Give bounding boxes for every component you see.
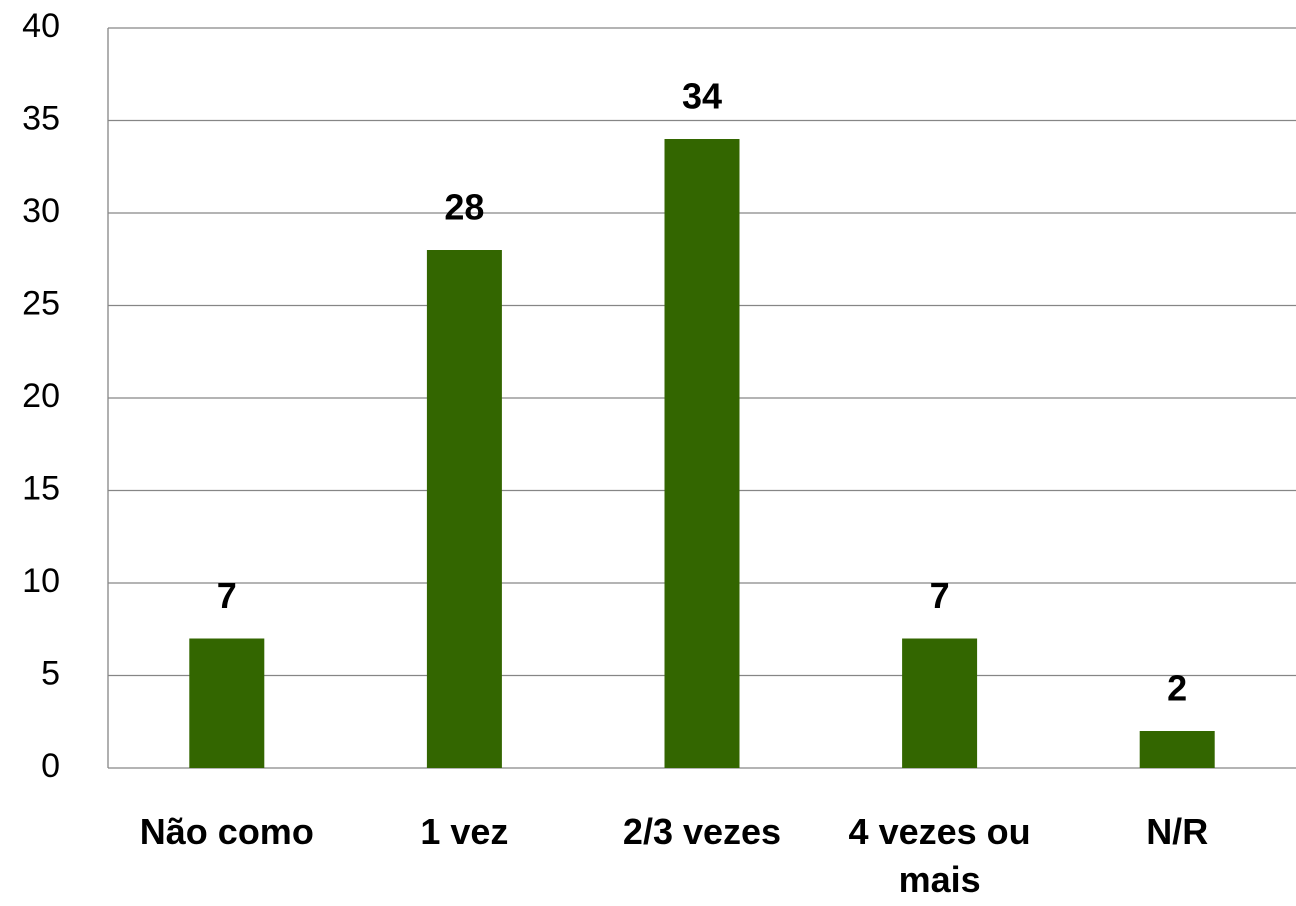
y-tick-label: 35 — [22, 99, 60, 137]
bar — [1139, 731, 1215, 768]
bar — [189, 638, 265, 768]
bar — [902, 638, 978, 768]
y-tick-label: 10 — [22, 562, 60, 600]
data-label: 28 — [444, 187, 484, 228]
y-tick-label: 5 — [41, 654, 60, 692]
bar — [426, 250, 502, 768]
y-tick-label: 20 — [22, 377, 60, 415]
x-tick-label: N/R — [1146, 811, 1209, 852]
x-tick-label: 4 vezes ou mais — [848, 811, 1031, 900]
y-tick-label: 30 — [22, 192, 60, 230]
bar — [664, 139, 740, 768]
data-label: 7 — [217, 575, 237, 616]
x-tick-label: 2/3 vezes — [622, 811, 782, 852]
y-tick-label: 25 — [22, 284, 60, 322]
data-label: 7 — [930, 575, 950, 616]
data-label: 2 — [1167, 668, 1187, 709]
y-tick-label: 40 — [22, 7, 60, 45]
y-tick-label: 15 — [22, 469, 60, 507]
data-label: 34 — [682, 76, 722, 117]
x-tick-label: Não como — [139, 811, 314, 852]
y-tick-label: 0 — [41, 747, 60, 785]
x-tick-label: 1 vez — [420, 811, 509, 852]
